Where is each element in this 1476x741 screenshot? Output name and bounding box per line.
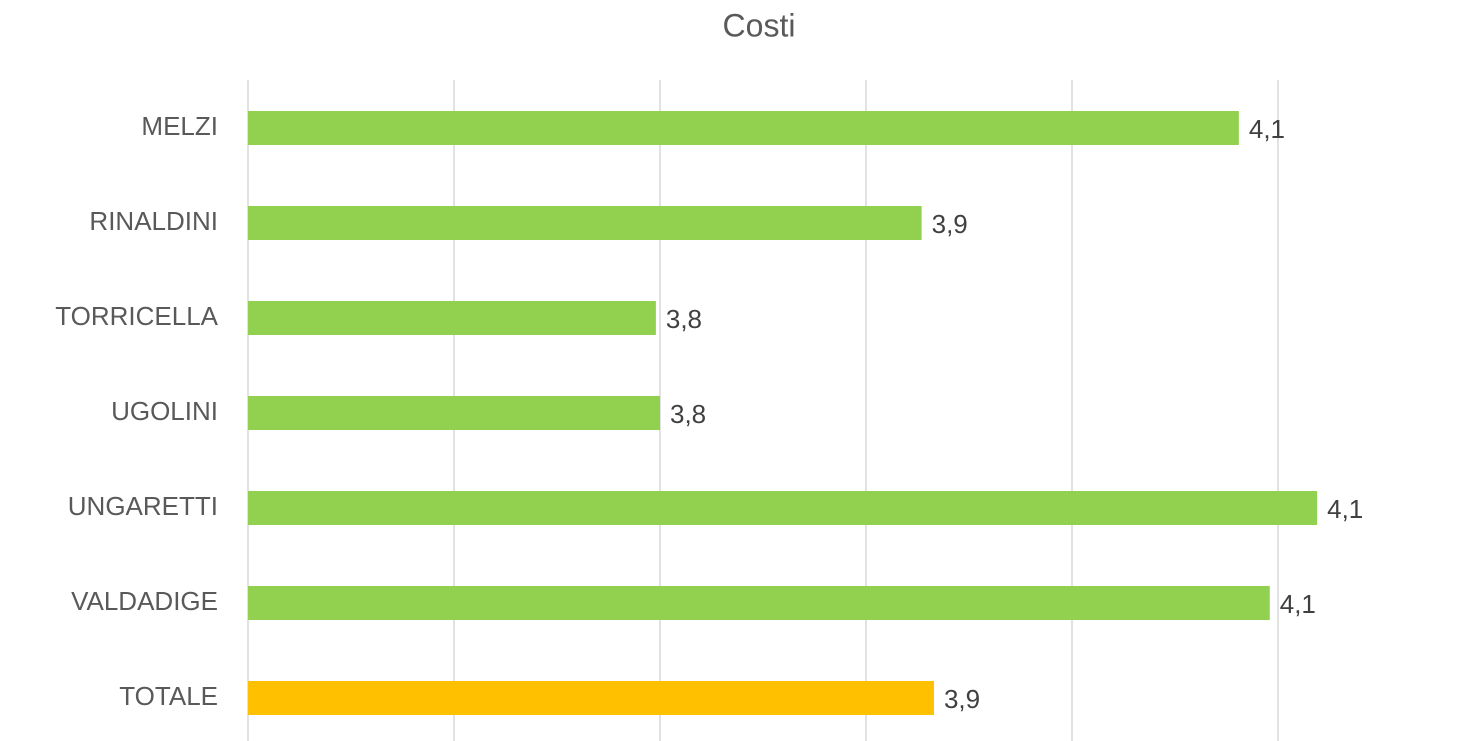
bar [248, 206, 922, 240]
y-tick-label: TORRICELLA [55, 301, 218, 331]
chart-title: Costi [723, 7, 796, 43]
y-tick-label: UNGARETTI [68, 491, 218, 521]
bar [248, 681, 934, 715]
bar [248, 111, 1239, 145]
data-label: 3,8 [670, 399, 706, 429]
data-label: 4,1 [1327, 494, 1363, 524]
bar [248, 396, 660, 430]
data-label: 3,9 [944, 684, 980, 714]
bar [248, 491, 1318, 525]
y-tick-label: TOTALE [119, 681, 218, 711]
bar [248, 586, 1270, 620]
y-tick-label: RINALDINI [89, 206, 218, 236]
data-label: 4,1 [1249, 114, 1285, 144]
data-label: 4,1 [1280, 589, 1316, 619]
data-label: 3,9 [932, 209, 968, 239]
data-label: 3,8 [666, 304, 702, 334]
bar [248, 301, 656, 335]
y-tick-label: UGOLINI [111, 396, 218, 426]
y-tick-label: MELZI [141, 111, 218, 141]
y-tick-label: VALDADIGE [71, 586, 218, 616]
